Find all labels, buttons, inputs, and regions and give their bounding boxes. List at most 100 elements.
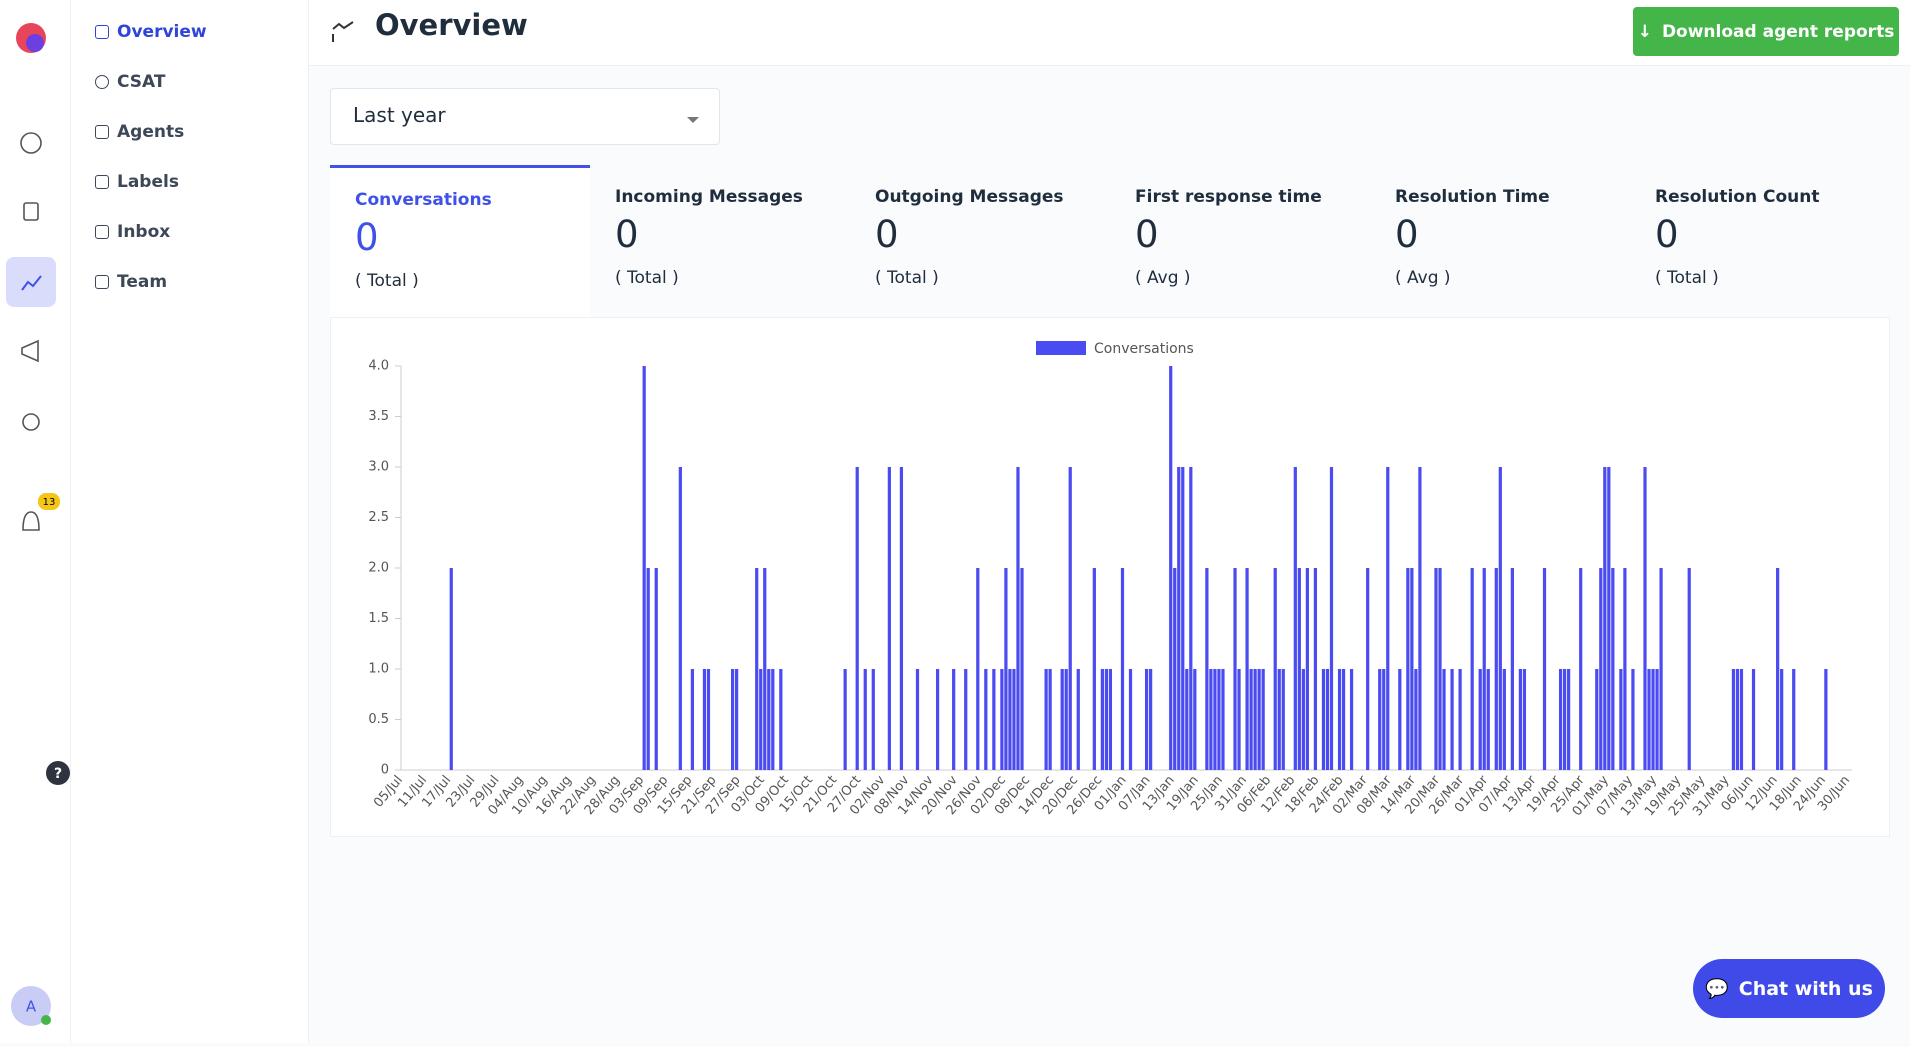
metric-value: 0: [355, 216, 379, 259]
nav-label: Labels: [117, 172, 179, 192]
chat-icon: 💬: [1705, 978, 1729, 1000]
bar: [1687, 568, 1691, 770]
legend-label: Conversations: [1094, 341, 1194, 357]
date-range-select[interactable]: Last year: [330, 88, 720, 145]
page-title: Overview: [375, 8, 528, 42]
nav-item[interactable]: Overview: [95, 22, 207, 42]
bar: [449, 568, 453, 770]
bar: [706, 669, 711, 770]
metric-tab[interactable]: Resolution Count 0 ( Total ): [1630, 165, 1890, 317]
nav-label: Inbox: [117, 222, 171, 242]
metric-tab[interactable]: Outgoing Messages 0 ( Total ): [850, 165, 1110, 317]
bar: [1398, 669, 1402, 770]
bar: [1563, 669, 1567, 770]
bar: [843, 669, 847, 770]
avatar[interactable]: [11, 986, 51, 1026]
bar: [992, 669, 996, 770]
nav-item[interactable]: Team: [95, 272, 167, 292]
secondary-sidebar: Overview CSAT Agents Labels Inbox Team: [71, 0, 309, 1043]
metric-name: Outgoing Messages: [875, 187, 1064, 207]
nav-item[interactable]: Inbox: [95, 222, 170, 242]
bar: [1297, 568, 1301, 770]
bar: [1341, 669, 1346, 770]
bar: [935, 669, 940, 770]
chart-card: 0 0.5 1.0 1.5 2.0 2.5 3.0 3.5 4.0 05/Jul 11/Jul 17/…: [330, 317, 1890, 837]
bar: [1603, 467, 1607, 770]
bar: [1169, 366, 1173, 770]
bar: [1261, 669, 1265, 770]
bar: [1482, 568, 1486, 770]
bar: [1092, 568, 1096, 770]
metric-tab[interactable]: Resolution Time 0 ( Avg ): [1370, 165, 1630, 317]
icon-rail: 13 ? A: [0, 0, 71, 1043]
bar: [1068, 467, 1072, 770]
y-tick-label: 2.0: [368, 561, 389, 576]
bar: [1313, 568, 1318, 770]
logo: [26, 34, 44, 52]
metric-tab[interactable]: First response time 0 ( Avg ): [1110, 165, 1370, 317]
bar: [735, 669, 739, 770]
bar: [1776, 568, 1780, 770]
bar: [1735, 669, 1740, 770]
bar: [1607, 467, 1611, 770]
nav-item[interactable]: Agents: [95, 122, 184, 142]
bar: [1128, 669, 1133, 770]
bar: [1434, 568, 1438, 770]
metric-note: ( Avg ): [1135, 268, 1191, 288]
bar: [1177, 467, 1181, 770]
icon-campaigns[interactable]: [21, 339, 39, 363]
bar: [1611, 568, 1615, 770]
icon-conversations[interactable]: [20, 132, 42, 154]
bar: [779, 669, 783, 770]
icon-contacts[interactable]: [23, 202, 39, 221]
bar: [1647, 669, 1651, 770]
bar: [1337, 669, 1342, 770]
y-tick-label: 1.0: [368, 662, 389, 677]
icon-settings[interactable]: [22, 413, 40, 431]
nav-label: CSAT: [117, 72, 166, 92]
bar: [1305, 568, 1309, 770]
badge: [38, 493, 60, 510]
bar: [1076, 669, 1080, 770]
metric-value: 0: [1655, 213, 1679, 256]
bar: [1579, 568, 1583, 770]
bar: [1004, 568, 1008, 770]
bar: [1281, 669, 1285, 770]
bar: [1253, 669, 1257, 770]
bar: [855, 467, 859, 770]
bar: [1000, 669, 1004, 770]
metric-tab[interactable]: Conversations 0 ( Total ): [330, 165, 590, 317]
metric-name: Resolution Count: [1655, 187, 1820, 207]
bar: [976, 568, 980, 770]
select-value: Last year: [353, 103, 446, 127]
bar: [1542, 568, 1547, 770]
help-button[interactable]: [46, 761, 70, 785]
download-icon: ↓: [1637, 21, 1652, 42]
icon-notifications[interactable]: [22, 511, 40, 531]
bar: [1731, 669, 1736, 770]
bar: [1486, 669, 1490, 770]
bar: [1386, 467, 1390, 770]
bar: [1643, 467, 1647, 770]
bar: [1655, 669, 1659, 770]
bar: [654, 568, 658, 770]
bar: [1209, 669, 1213, 770]
metric-note: ( Total ): [875, 268, 939, 288]
bar: [1277, 669, 1281, 770]
bar: [1458, 669, 1462, 770]
bar: [1329, 467, 1334, 770]
metric-tab[interactable]: Incoming Messages 0 ( Total ): [590, 165, 850, 317]
bar: [1522, 669, 1527, 770]
chat-button[interactable]: 💬 Chat with us: [1693, 959, 1885, 1018]
icon-reports-active[interactable]: [6, 257, 56, 307]
nav-item[interactable]: Labels: [95, 172, 179, 192]
bar: [1792, 669, 1796, 770]
bar: [646, 568, 650, 770]
bar: [1189, 467, 1193, 770]
bar: [1257, 669, 1261, 770]
download-button[interactable]: ↓ Download agent reports: [1633, 7, 1899, 56]
y-tick-label: 3.0: [368, 460, 389, 475]
bar: [1321, 669, 1326, 770]
bar: [1780, 669, 1784, 770]
nav-item[interactable]: CSAT: [95, 72, 165, 92]
